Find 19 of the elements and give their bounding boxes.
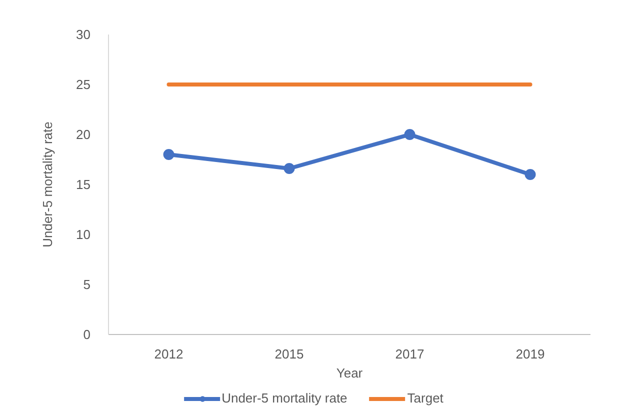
- y-tick-label: 15: [76, 177, 91, 192]
- y-tick-label: 10: [76, 227, 91, 242]
- point: [524, 169, 536, 180]
- x-axis-title: Year: [336, 366, 364, 380]
- x-tick-label: 2012: [154, 346, 184, 362]
- legend-label: Target: [407, 390, 444, 406]
- point: [284, 163, 295, 174]
- y-tick-label: 30: [76, 27, 91, 42]
- legend-label: Under-5 mortality rate: [222, 390, 348, 406]
- point: [163, 149, 174, 160]
- y-tick-label: 25: [76, 77, 91, 92]
- y-tick-label: 0: [83, 327, 91, 342]
- x-tick-label: 2019: [516, 346, 545, 362]
- y-tick-label: 5: [83, 277, 91, 292]
- x-tick-label: 2017: [395, 346, 424, 362]
- x-tick-label: 2015: [274, 346, 304, 362]
- y-axis-title: Under-5 mortality rate: [40, 122, 56, 248]
- point: [404, 129, 416, 140]
- y-tick-label: 20: [76, 127, 91, 142]
